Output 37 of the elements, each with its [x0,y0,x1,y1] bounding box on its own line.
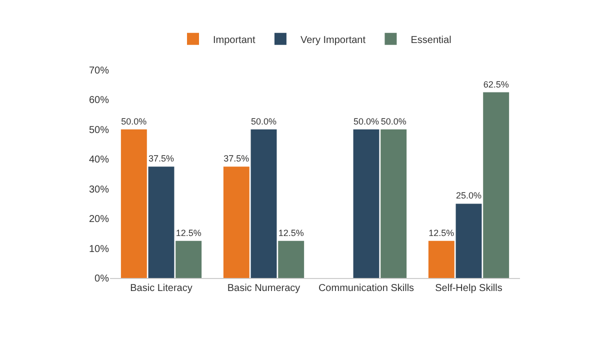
bar [120,129,147,278]
x-tick-label: Communication Skills [318,283,414,294]
data-label: 12.5% [278,228,304,238]
legend-label: Essential [410,34,452,46]
y-tick-label: 20% [88,214,110,226]
legend-label: Important [213,34,256,46]
bar [278,240,304,278]
bar [250,129,277,278]
data-label: 12.5% [428,228,454,238]
bar [148,166,174,278]
legend-label: Very Important [300,34,366,46]
data-label: 37.5% [148,154,174,164]
bar [428,240,454,278]
y-tick-label: 70% [88,66,110,76]
data-label: 12.5% [176,228,202,238]
bar [223,166,250,278]
y-tick-label: 50% [88,124,110,136]
data-label: 62.5% [483,79,509,90]
bar [176,240,202,278]
bar [483,92,510,278]
data-label: 50.0% [380,116,406,126]
bar [380,129,407,278]
data-label: 25.0% [456,190,482,201]
y-tick-label: 30% [88,184,110,196]
data-label: 37.5% [224,154,250,164]
y-tick-label: 10% [88,244,110,255]
bar [353,129,380,278]
data-label: 50.0% [250,116,277,126]
data-label: 50.0% [353,116,380,126]
x-tick-label: Basic Literacy [130,283,192,294]
x-tick-label: Basic Numeracy [227,283,300,294]
y-tick-label: 0% [94,274,110,284]
y-tick-label: 40% [88,154,110,166]
y-tick-label: 60% [88,95,110,106]
x-tick-label: Self-Help Skills [435,283,502,294]
bar [456,204,482,278]
data-label: 50.0% [121,116,147,126]
